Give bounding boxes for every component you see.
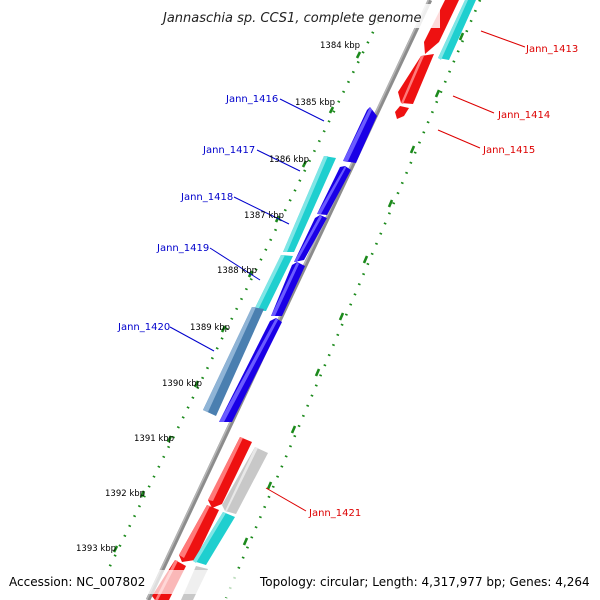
tick-mark bbox=[301, 160, 308, 168]
tick-mark bbox=[314, 368, 321, 377]
gene-label-jann-1414[interactable]: Jann_1414 bbox=[497, 110, 550, 121]
genome-title: Jannaschia sp. CCS1, complete genome bbox=[160, 11, 422, 26]
genome-summary-text: Topology: circular; Length: 4,317,977 bp… bbox=[259, 575, 590, 589]
tick-mark bbox=[458, 32, 465, 41]
major-tick-marks bbox=[112, 32, 465, 553]
kbp-label: 1385 kbp bbox=[295, 98, 335, 108]
kbp-label: 1387 kbp bbox=[244, 211, 284, 221]
gene-label-jann-1418[interactable]: Jann_1418 bbox=[180, 192, 233, 203]
kbp-label: 1391 kbp bbox=[134, 434, 174, 444]
kbp-label: 1388 kbp bbox=[217, 266, 257, 276]
tick-mark bbox=[266, 481, 273, 490]
gene-label-jann-1416[interactable]: Jann_1416 bbox=[225, 94, 278, 105]
gene-arrow-jann-1413[interactable] bbox=[424, 0, 459, 54]
gene-label-jann-1417[interactable]: Jann_1417 bbox=[202, 145, 255, 156]
gene-arrow-jann-1415[interactable] bbox=[395, 106, 409, 119]
kbp-label: 1392 kbp bbox=[105, 489, 145, 499]
label-leader-lines bbox=[169, 30, 526, 512]
title-block: Jannaschia sp. CCS1, complete genome bbox=[158, 4, 440, 28]
tick-mark bbox=[242, 537, 249, 546]
tick-mark bbox=[355, 51, 362, 59]
gene-bar-cyan[interactable] bbox=[193, 512, 235, 565]
footer: Accession: NC_007802 Topology: circular;… bbox=[0, 570, 600, 594]
gene-label-jann-1419[interactable]: Jann_1419 bbox=[156, 243, 209, 254]
tick-mark bbox=[387, 199, 394, 208]
tick-mark bbox=[139, 490, 146, 498]
gene-label-jann-1421[interactable]: Jann_1421 bbox=[308, 508, 361, 519]
accession-text: Accession: NC_007802 bbox=[9, 575, 145, 589]
kbp-label: 1384 kbp bbox=[320, 41, 360, 51]
kbp-label: 1389 kbp bbox=[190, 323, 230, 333]
tick-mark bbox=[338, 312, 345, 321]
forward-strand-features bbox=[203, 107, 377, 422]
gene-arrow-red[interactable] bbox=[208, 437, 252, 508]
tick-mark bbox=[274, 215, 281, 223]
gene-label-jann-1420[interactable]: Jann_1420 bbox=[117, 322, 170, 333]
kbp-label: 1393 kbp bbox=[76, 544, 116, 554]
tick-mark bbox=[166, 435, 173, 443]
kbp-labels: 1384 kbp 1385 kbp 1386 kbp 1387 kbp 1388… bbox=[76, 41, 360, 554]
tick-mark bbox=[112, 545, 119, 553]
tick-mark bbox=[328, 106, 335, 114]
kbp-label: 1390 kbp bbox=[162, 379, 202, 389]
tick-dotted-lines bbox=[106, 0, 482, 599]
kbp-label: 1386 kbp bbox=[269, 155, 309, 165]
tick-mark bbox=[409, 145, 416, 154]
tick-mark bbox=[193, 380, 200, 388]
tick-mark bbox=[434, 89, 441, 98]
gene-label-jann-1413[interactable]: Jann_1413 bbox=[525, 44, 578, 55]
tick-mark bbox=[362, 255, 369, 264]
gene-labels: Jann_1413 Jann_1414 Jann_1415 Jann_1416 … bbox=[117, 44, 578, 519]
gene-label-jann-1415[interactable]: Jann_1415 bbox=[482, 145, 535, 156]
tick-mark bbox=[290, 425, 297, 434]
tick-mark bbox=[220, 325, 227, 333]
